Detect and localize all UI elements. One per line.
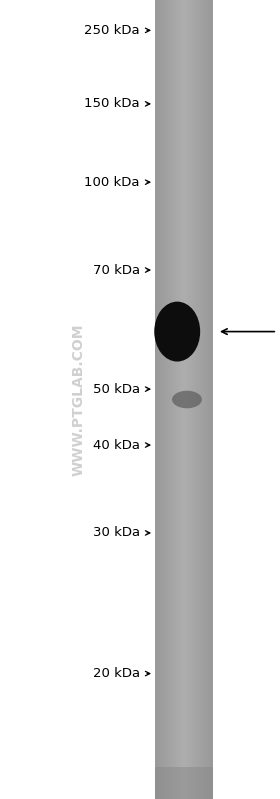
Bar [155, 767, 213, 799]
Ellipse shape [154, 301, 200, 361]
Ellipse shape [172, 391, 202, 408]
Text: 150 kDa: 150 kDa [84, 97, 140, 110]
Text: WWW.PTGLAB.COM: WWW.PTGLAB.COM [71, 324, 85, 475]
Text: 40 kDa: 40 kDa [93, 439, 140, 451]
Text: 70 kDa: 70 kDa [93, 264, 140, 276]
Text: 50 kDa: 50 kDa [93, 383, 140, 396]
Text: 100 kDa: 100 kDa [85, 176, 140, 189]
Text: 250 kDa: 250 kDa [84, 24, 140, 37]
Text: 20 kDa: 20 kDa [93, 667, 140, 680]
Text: 30 kDa: 30 kDa [93, 527, 140, 539]
